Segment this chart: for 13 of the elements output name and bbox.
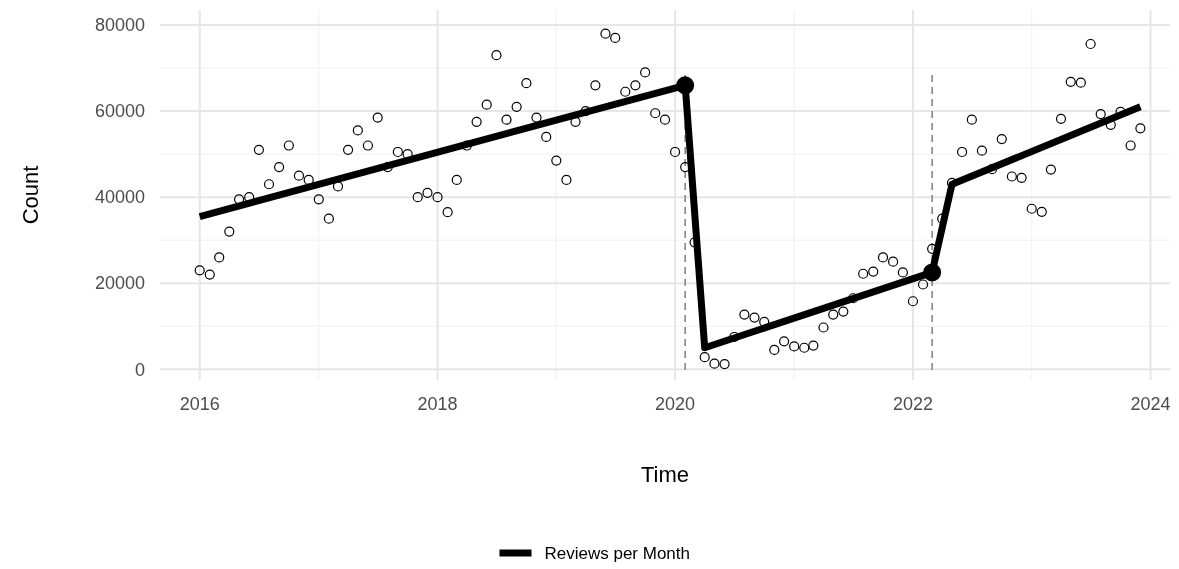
x-tick-label: 2022 xyxy=(892,394,933,414)
x-tick-label: 2020 xyxy=(655,394,696,414)
x-tick-label: 2024 xyxy=(1130,394,1171,414)
x-axis-title: Time xyxy=(640,462,690,487)
y-tick-label: 20000 xyxy=(94,273,145,294)
y-tick-label: 60000 xyxy=(94,101,145,122)
y-tick-label: 80000 xyxy=(94,15,145,36)
x-tick-label: 2016 xyxy=(179,394,220,414)
x-tick-label: 2018 xyxy=(417,394,458,414)
y-tick-label: 40000 xyxy=(94,187,145,208)
y-axis-title: Count xyxy=(18,165,43,225)
legend-label: Reviews per Month xyxy=(544,543,691,563)
y-tick-label: 0 xyxy=(134,359,145,380)
